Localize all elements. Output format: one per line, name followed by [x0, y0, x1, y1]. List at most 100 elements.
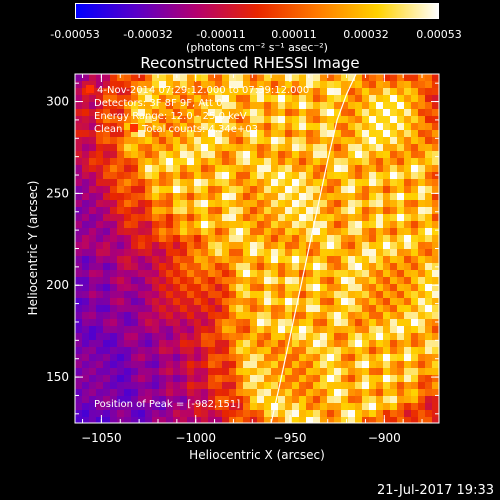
heatmap-cell [383, 221, 391, 229]
heatmap-cell [425, 130, 433, 138]
heatmap-cell [82, 130, 90, 138]
heatmap-cell [320, 340, 328, 348]
heatmap-cell [341, 221, 349, 229]
heatmap-cell [278, 333, 286, 341]
heatmap-cell [152, 214, 160, 222]
heatmap-cell [110, 242, 118, 250]
heatmap-cell [320, 396, 328, 404]
heatmap-cell [180, 228, 188, 236]
heatmap-cell [131, 354, 139, 362]
heatmap-cell [89, 193, 97, 201]
heatmap-cell [355, 158, 363, 166]
heatmap-cell [264, 396, 272, 404]
heatmap-cell [201, 312, 209, 320]
heatmap-cell [341, 228, 349, 236]
heatmap-cell [103, 207, 111, 215]
heatmap-cell [432, 326, 439, 334]
heatmap-cell [327, 249, 335, 257]
heatmap-cell [82, 389, 90, 397]
heatmap-cell [320, 144, 328, 152]
heatmap-cell [201, 137, 209, 145]
heatmap-cell [187, 123, 195, 131]
heatmap-cell [152, 382, 160, 390]
heatmap-cell [145, 389, 153, 397]
heatmap-cell [362, 326, 370, 334]
heatmap-cell [313, 368, 321, 376]
heatmap-cell [194, 291, 202, 299]
heatmap-cell [376, 228, 384, 236]
heatmap-cell [103, 137, 111, 145]
heatmap-cell [369, 193, 377, 201]
heatmap-cell [82, 354, 90, 362]
heatmap-cell [397, 95, 405, 103]
heatmap-cell [383, 263, 391, 271]
heatmap-cell [166, 74, 174, 82]
heatmap-cell [418, 298, 426, 306]
heatmap-cell [103, 123, 111, 131]
heatmap-cell [166, 270, 174, 278]
heatmap-cell [138, 207, 146, 215]
heatmap-cell [411, 340, 419, 348]
heatmap-cell [362, 389, 370, 397]
heatmap-cell [124, 382, 132, 390]
heatmap-cell [348, 340, 356, 348]
heatmap-cell [82, 396, 90, 404]
heatmap-cell [145, 326, 153, 334]
heatmap-cell [89, 123, 97, 131]
heatmap-cell [383, 130, 391, 138]
heatmap-cell [369, 88, 377, 96]
heatmap-cell [348, 389, 356, 397]
heatmap-cell [124, 179, 132, 187]
heatmap-cell [250, 214, 258, 222]
heatmap-cell [257, 228, 265, 236]
heatmap-cell [215, 235, 223, 243]
heatmap-cell [411, 326, 419, 334]
heatmap-cell [411, 368, 419, 376]
heatmap-cell [166, 312, 174, 320]
heatmap-cell [208, 144, 216, 152]
heatmap-cell [159, 242, 167, 250]
heatmap-cell [292, 256, 300, 264]
heatmap-cell [173, 179, 181, 187]
heatmap-cell [229, 81, 237, 89]
heatmap-cell [194, 326, 202, 334]
heatmap-cell [250, 88, 258, 96]
heatmap-cell [243, 144, 251, 152]
heatmap-cell [124, 137, 132, 145]
heatmap-cell [278, 144, 286, 152]
heatmap-cell [250, 172, 258, 180]
heatmap-cell [152, 193, 160, 201]
heatmap-cell [411, 144, 419, 152]
heatmap-cell [432, 284, 439, 292]
heatmap-cell [173, 284, 181, 292]
heatmap-cell [201, 382, 209, 390]
heatmap-cell [145, 291, 153, 299]
heatmap-cell [313, 284, 321, 292]
heatmap-cell [145, 319, 153, 327]
heatmap-cell [355, 354, 363, 362]
heatmap-cell [383, 354, 391, 362]
heatmap-cell [341, 270, 349, 278]
heatmap-cell [250, 109, 258, 117]
heatmap-cell [110, 116, 118, 124]
heatmap-cell [362, 235, 370, 243]
heatmap-cell [257, 389, 265, 397]
heatmap-cell [138, 200, 146, 208]
heatmap-cell [187, 158, 195, 166]
heatmap-cell [173, 228, 181, 236]
heatmap-cell [194, 368, 202, 376]
heatmap-cell [194, 340, 202, 348]
heatmap-cell [201, 144, 209, 152]
heatmap-cell [82, 361, 90, 369]
heatmap-cell [222, 95, 230, 103]
heatmap-cell [362, 298, 370, 306]
heatmap-cell [299, 326, 307, 334]
heatmap-cell [299, 284, 307, 292]
heatmap-cell [117, 347, 125, 355]
heatmap-cell [418, 242, 426, 250]
heatmap-cell [257, 214, 265, 222]
heatmap-cell [320, 347, 328, 355]
heatmap-cell [292, 228, 300, 236]
heatmap-cell [208, 151, 216, 159]
heatmap-cell [187, 249, 195, 257]
